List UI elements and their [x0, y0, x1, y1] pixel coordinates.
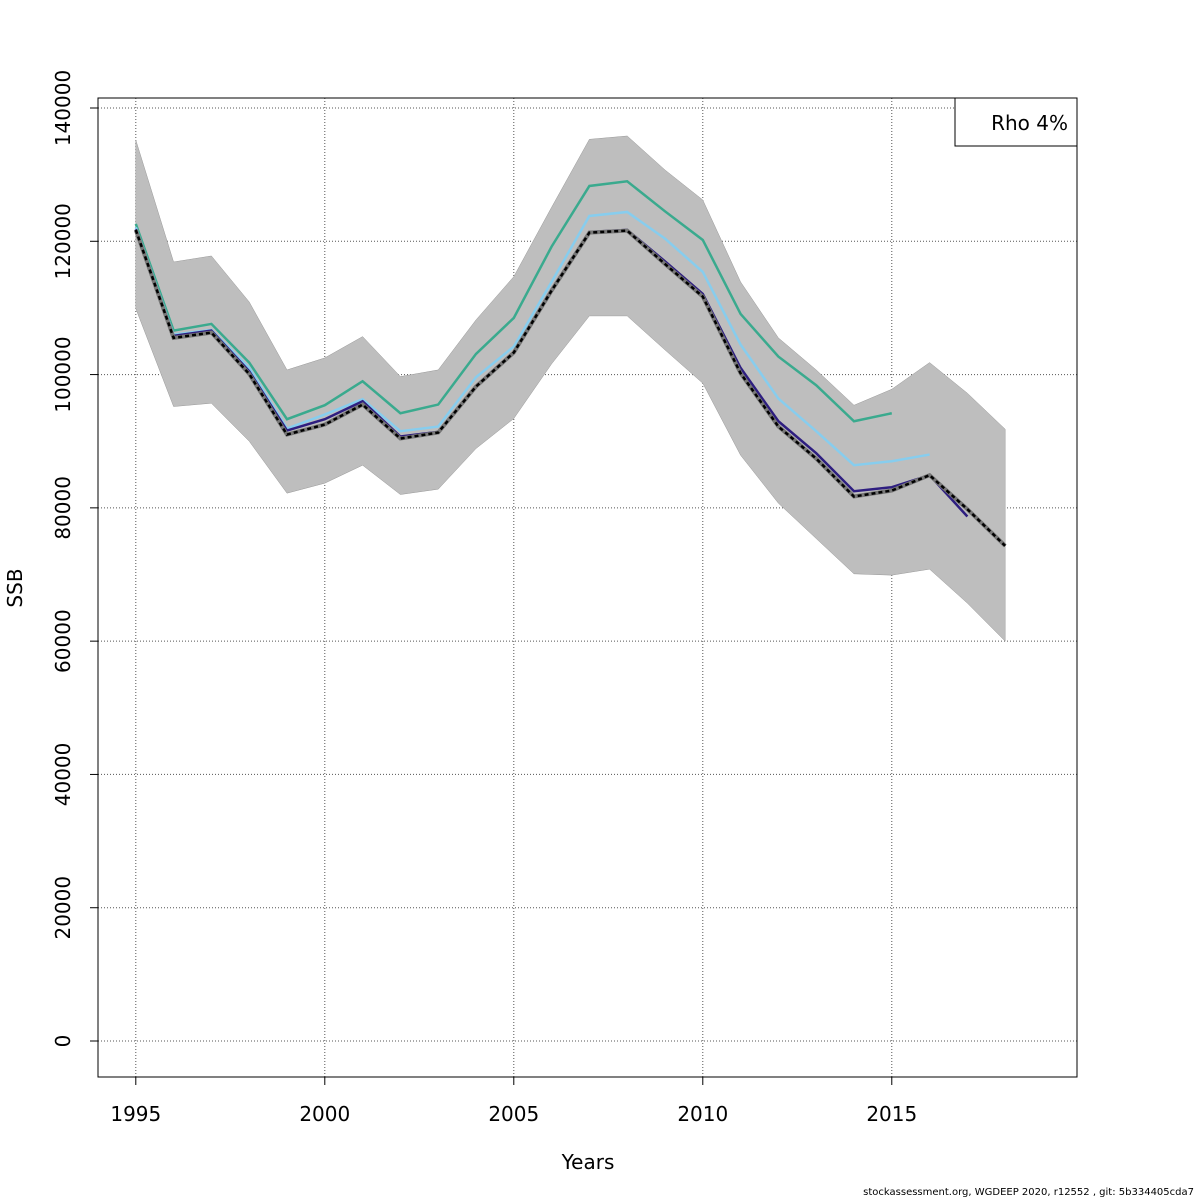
confidence-band-area [135, 135, 1006, 642]
x-tick-label: 2005 [488, 1102, 539, 1126]
y-axis: 0 20000 40000 60000 80000 100000 120000 140000 [51, 70, 98, 1048]
plot-frame [97, 97, 1078, 1078]
y-tick-label: 100000 [51, 336, 75, 412]
y-tick-label: 40000 [51, 743, 75, 807]
y-tick-label: 120000 [51, 203, 75, 279]
y-axis-label: SSB [3, 568, 27, 607]
x-axis: 1995 2000 2005 2010 2015 [110, 1077, 917, 1126]
x-tick-label: 2000 [299, 1102, 350, 1126]
x-tick-label: 2015 [866, 1102, 917, 1126]
confidence-band [135, 135, 1006, 642]
y-tick-label: 140000 [51, 70, 75, 146]
legend: Rho 4% [954, 97, 1078, 147]
series-line-1 [134, 210, 930, 467]
x-tick-label: 2010 [677, 1102, 728, 1126]
x-axis-label: Years [561, 1150, 615, 1174]
y-tick-label: 80000 [51, 476, 75, 540]
y-tick-label: 60000 [51, 609, 75, 673]
y-tick-label: 20000 [51, 876, 75, 940]
footer-credit: stockassessment.org, WGDEEP 2020, r12552… [863, 1187, 1194, 1198]
series-lines [133, 180, 1007, 548]
y-tick-label: 0 [51, 1035, 75, 1048]
x-tick-label: 1995 [110, 1102, 161, 1126]
legend-text: Rho 4% [991, 111, 1068, 135]
legend-box [954, 97, 1078, 147]
series-line-0 [134, 180, 893, 423]
series-line-final [134, 229, 1007, 547]
